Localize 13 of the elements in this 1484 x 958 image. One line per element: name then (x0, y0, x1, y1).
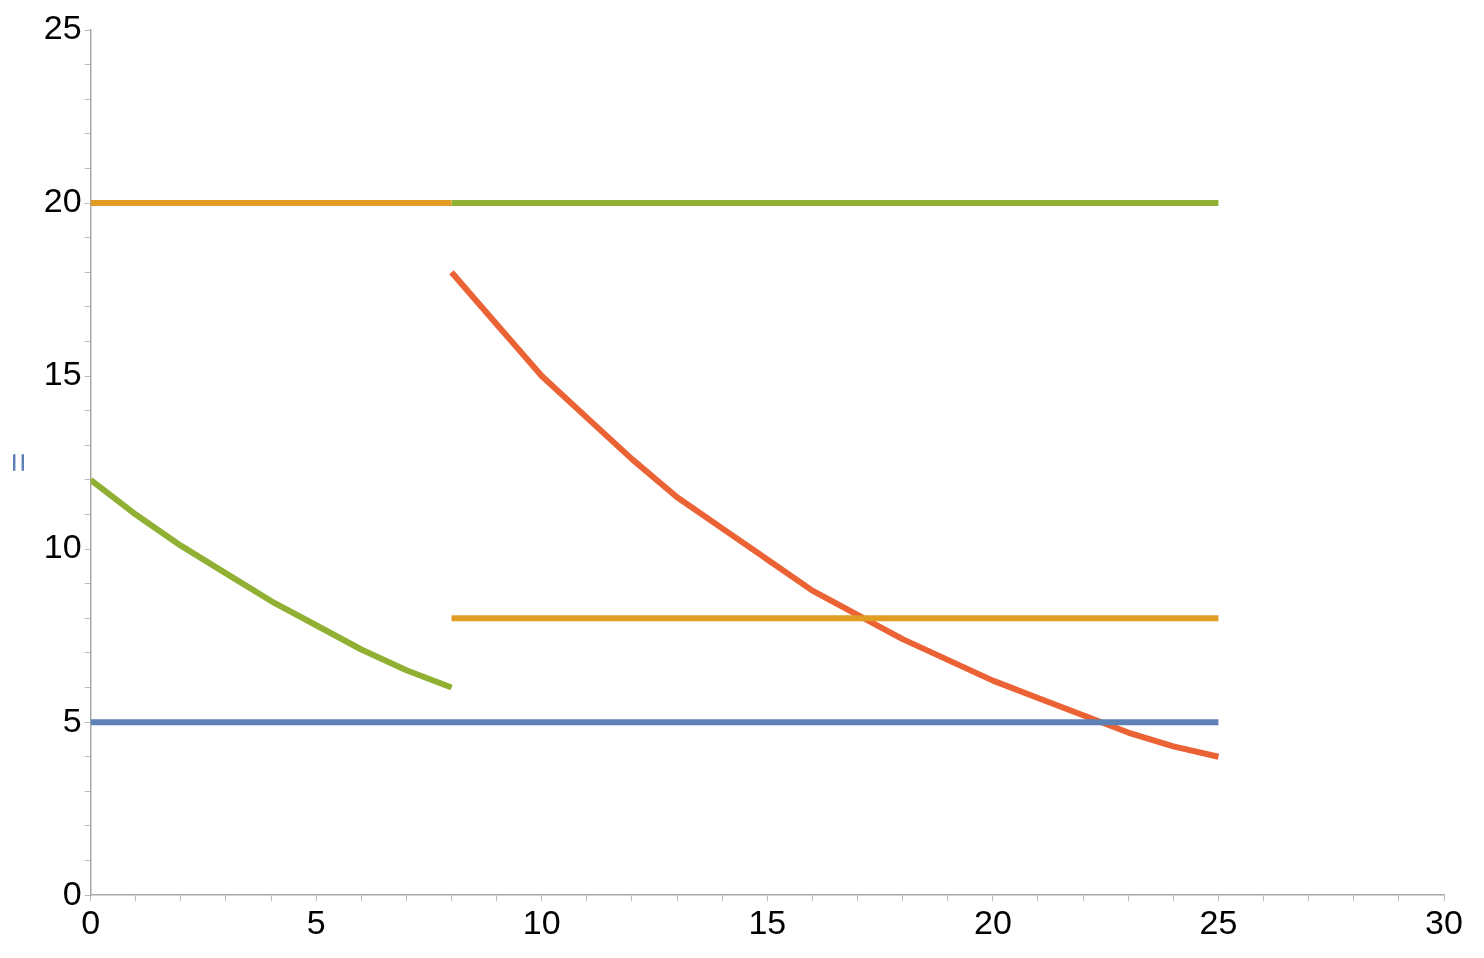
x-tick-label: 5 (306, 902, 326, 941)
x-tick-label: 15 (748, 902, 787, 941)
y-tick-label: 25 (43, 8, 82, 47)
y-tick-label: 0 (62, 873, 82, 912)
x-tick-label: 20 (973, 902, 1012, 941)
y-axis-title: = (0, 452, 37, 473)
x-tick-label: 30 (1425, 902, 1463, 941)
y-tick-label: 10 (43, 527, 82, 566)
y-tick-label: 5 (62, 700, 82, 739)
y-tick-label: 20 (43, 181, 82, 220)
x-tick-label: 25 (1199, 902, 1238, 941)
x-tick-label: 10 (522, 902, 561, 941)
y-tick-label: 15 (43, 354, 82, 393)
